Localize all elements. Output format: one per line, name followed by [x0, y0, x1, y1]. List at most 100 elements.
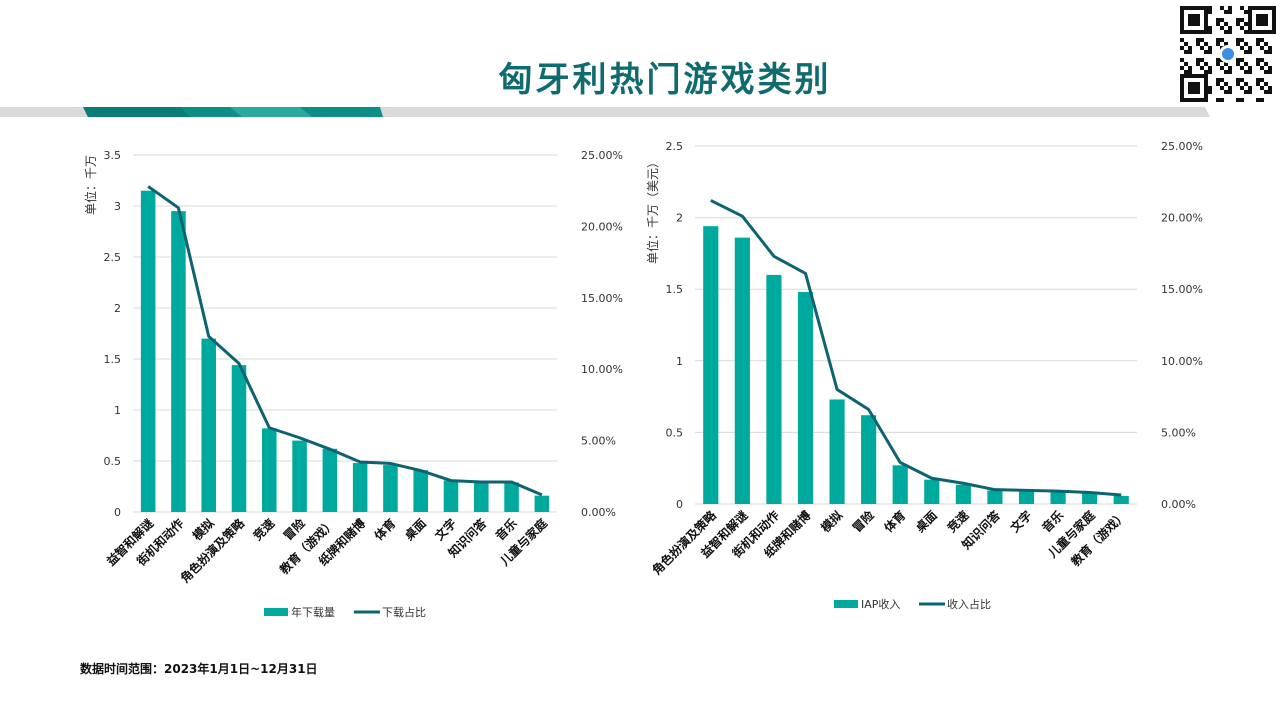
qr-module	[1248, 90, 1252, 94]
qr-module	[1236, 58, 1240, 62]
qr-module	[1240, 78, 1244, 82]
qr-module	[1200, 66, 1204, 70]
qr-finder-center	[1188, 82, 1200, 94]
legend-bar-label: 年下载量	[291, 605, 335, 619]
qr-module	[1188, 50, 1192, 54]
qr-module	[1236, 82, 1240, 86]
bar	[352, 463, 368, 512]
x-tick-label: 音乐	[1039, 508, 1067, 536]
qr-module	[1240, 6, 1244, 10]
x-tick-label: 竞速	[944, 508, 972, 536]
qr-module	[1248, 46, 1252, 50]
x-tick-label: 体育	[881, 508, 909, 536]
y-tick-label: 2.5	[104, 251, 122, 264]
qr-module	[1244, 90, 1248, 94]
qr-module	[1224, 42, 1228, 46]
y-tick-label: 1.5	[104, 353, 122, 366]
qr-module	[1244, 62, 1248, 66]
y-tick-label: 1.5	[666, 283, 684, 296]
qr-module	[1268, 86, 1272, 90]
qr-module	[1220, 98, 1224, 102]
qr-module	[1216, 58, 1220, 62]
qr-module	[1240, 26, 1244, 30]
qr-module	[1228, 86, 1232, 90]
page-title: 匈牙利热门游戏类别	[498, 60, 832, 100]
bar	[504, 482, 519, 512]
bar	[1050, 491, 1066, 504]
qr-module	[1244, 10, 1248, 14]
y-axis-label: 单位：千万	[83, 155, 98, 215]
y2-tick-label: 15.00%	[581, 292, 623, 305]
legend-bar-swatch	[264, 608, 288, 616]
qr-module	[1188, 66, 1192, 70]
y2-tick-label: 0.00%	[581, 506, 616, 519]
qr-module	[1196, 42, 1200, 46]
qr-module	[1224, 10, 1228, 14]
qr-module	[1256, 38, 1260, 42]
qr-module	[1268, 70, 1272, 74]
x-tick-label: 模拟	[818, 508, 846, 536]
y2-tick-label: 25.00%	[581, 149, 623, 162]
bar	[1018, 491, 1035, 504]
qr-module	[1224, 30, 1228, 34]
share-line	[147, 185, 543, 497]
qr-module	[1240, 46, 1244, 50]
qr-module	[1268, 50, 1272, 54]
qr-module	[1216, 62, 1220, 66]
qr-module	[1196, 58, 1200, 62]
bar	[861, 415, 877, 504]
bar	[474, 482, 489, 512]
downloads-chart: 0 0.5 1 1.5 2 2.5 3 3.5 0.00% 5.00% 10.00% 15.00% 20…	[83, 149, 623, 619]
y2-tick-label: 0.00%	[1161, 498, 1196, 511]
bar	[292, 440, 307, 512]
qr-module	[1208, 50, 1212, 54]
bar	[262, 428, 277, 512]
y-tick-label: 0	[114, 506, 121, 519]
bar	[171, 211, 186, 512]
bar	[383, 465, 398, 512]
y2-tick-label: 5.00%	[1161, 426, 1196, 439]
legend-bar-label: IAP收入	[861, 597, 900, 611]
qr-module	[1220, 86, 1224, 90]
qr-module	[1264, 90, 1268, 94]
qr-module	[1248, 86, 1252, 90]
qr-module	[1228, 70, 1232, 74]
qr-code	[1180, 6, 1276, 102]
y-tick-label: 2	[676, 212, 683, 225]
qr-module	[1244, 50, 1248, 54]
qr-module	[1260, 46, 1264, 50]
y2-tick-label: 10.00%	[581, 363, 623, 376]
qr-module	[1256, 98, 1260, 102]
qr-module	[1220, 78, 1224, 82]
qr-module	[1260, 86, 1264, 90]
y-axis-label: 单位：千万（美元）	[645, 156, 660, 264]
qr-module	[1228, 66, 1232, 70]
x-tick-label: 文字	[1007, 508, 1035, 536]
qr-module	[1188, 70, 1192, 74]
qr-module	[1180, 66, 1184, 70]
qr-module	[1204, 70, 1208, 74]
y-tick-label: 2	[114, 302, 121, 315]
qr-module	[1216, 42, 1220, 46]
bar	[829, 399, 845, 504]
qr-module	[1228, 6, 1232, 10]
bar	[443, 480, 459, 512]
qr-module	[1224, 90, 1228, 94]
qr-module	[1268, 90, 1272, 94]
bar	[797, 292, 814, 504]
bar	[924, 479, 940, 504]
y-tick-label: 0.5	[666, 426, 684, 439]
x-tick-label: 桌面	[912, 508, 940, 536]
qr-module	[1220, 66, 1224, 70]
bar	[987, 490, 1003, 504]
qr-module	[1216, 18, 1220, 22]
qr-module	[1256, 62, 1260, 66]
qr-module	[1184, 62, 1188, 66]
qr-module	[1244, 42, 1248, 46]
qr-module	[1236, 22, 1240, 26]
qr-module	[1244, 30, 1248, 34]
bar	[201, 338, 216, 512]
qr-module	[1216, 38, 1220, 42]
qr-module	[1256, 58, 1260, 62]
